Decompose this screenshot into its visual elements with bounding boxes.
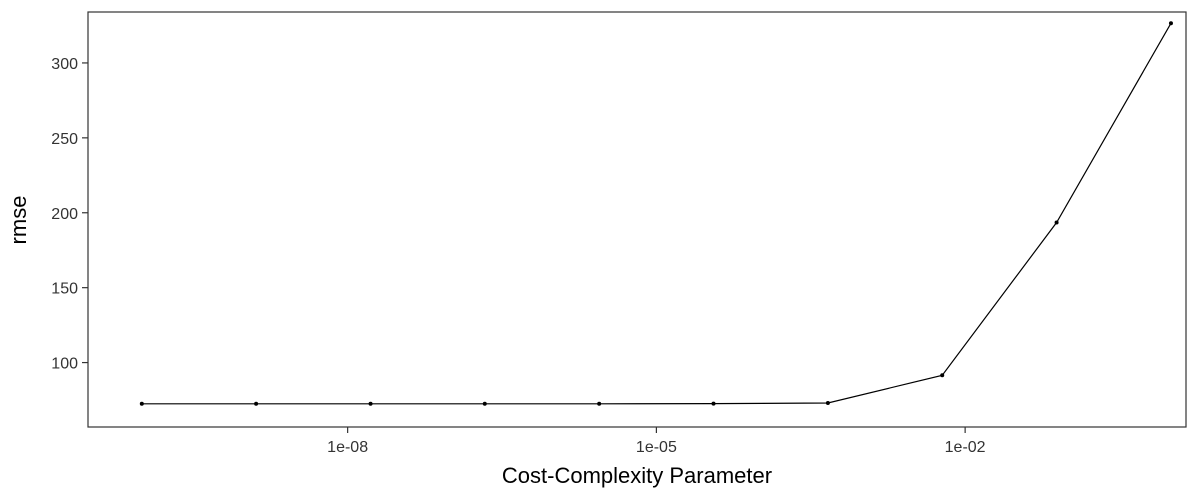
plot-panel: [87, 11, 1187, 428]
y-tick-label: 250: [51, 131, 78, 148]
x-tick-label: 1e-08: [327, 439, 368, 456]
x-tick-label: 1e-02: [945, 439, 986, 456]
y-tick-label: 300: [51, 56, 78, 73]
data-point: [940, 373, 945, 378]
series-layer: [139, 21, 1173, 406]
data-point: [368, 401, 373, 406]
data-point: [825, 401, 830, 406]
data-point: [597, 401, 602, 406]
y-axis-title: rmse: [6, 196, 31, 245]
data-point: [1054, 220, 1059, 225]
data-point: [139, 401, 144, 406]
y-tick-label: 100: [51, 356, 78, 373]
x-axis-ticks: 1e-08 1e-05 1e-02: [327, 427, 986, 456]
y-tick-label: 200: [51, 206, 78, 223]
data-point: [254, 401, 259, 406]
series-line: [141, 22, 1172, 405]
y-tick-label: 150: [51, 281, 78, 298]
y-axis-ticks: 100 150 200 250 300: [51, 56, 88, 373]
x-axis-title: Cost-Complexity Parameter: [502, 463, 772, 488]
data-point: [482, 401, 487, 406]
data-point: [1168, 21, 1173, 26]
data-point: [711, 401, 716, 406]
x-tick-label: 1e-05: [636, 439, 677, 456]
